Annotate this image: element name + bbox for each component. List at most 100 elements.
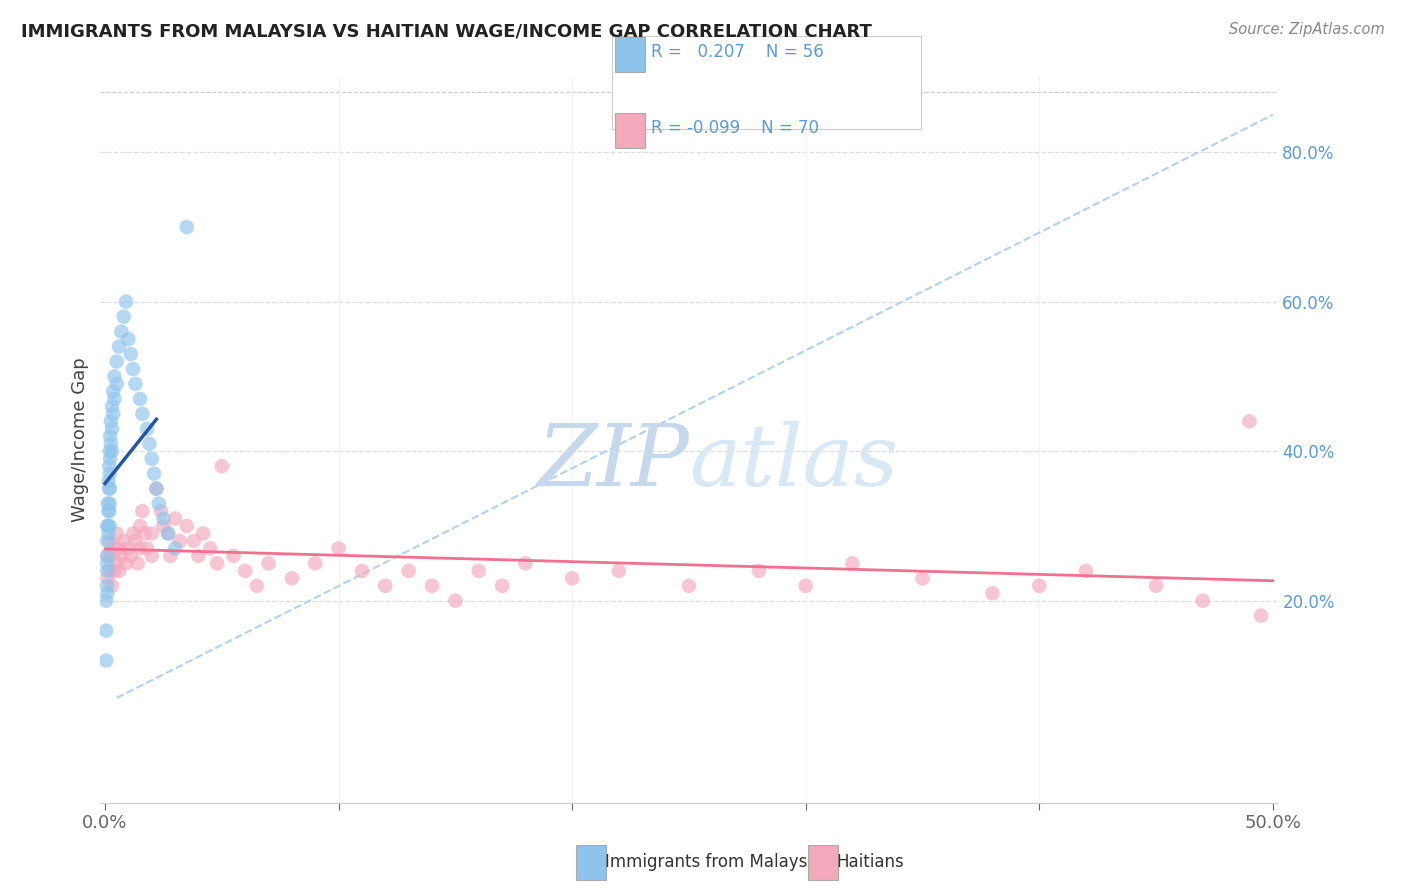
Point	[98, 467, 121, 481]
Text: R =   0.207    N = 56: R = 0.207 N = 56	[651, 43, 824, 61]
Point	[1191, 593, 1213, 607]
Text: R = -0.099    N = 70: R = -0.099 N = 70	[651, 119, 818, 136]
Point	[136, 541, 159, 556]
Text: Source: ZipAtlas.com: Source: ZipAtlas.com	[1229, 22, 1385, 37]
Point	[398, 564, 420, 578]
Point	[98, 564, 121, 578]
Point	[96, 586, 118, 600]
Point	[1144, 579, 1167, 593]
Point	[101, 444, 124, 458]
Point	[96, 593, 118, 607]
Point	[103, 407, 125, 421]
Point	[198, 541, 221, 556]
Point	[124, 376, 146, 391]
Point	[97, 526, 120, 541]
Text: IMMIGRANTS FROM MALAYSIA VS HAITIAN WAGE/INCOME GAP CORRELATION CHART: IMMIGRANTS FROM MALAYSIA VS HAITIAN WAGE…	[21, 22, 872, 40]
Point	[222, 549, 245, 563]
Point	[145, 482, 167, 496]
Point	[131, 407, 153, 421]
Point	[748, 564, 770, 578]
Point	[96, 564, 118, 578]
Point	[101, 400, 124, 414]
Point	[304, 557, 326, 571]
Point	[96, 549, 118, 563]
Point	[841, 557, 863, 571]
Point	[165, 541, 187, 556]
Point	[96, 549, 118, 563]
Point	[105, 557, 128, 571]
Point	[98, 497, 121, 511]
Point	[96, 624, 118, 638]
Point	[96, 557, 118, 571]
Point	[420, 579, 443, 593]
Point	[115, 294, 138, 309]
Point	[183, 533, 205, 548]
Point	[444, 593, 467, 607]
Text: atlas: atlas	[689, 420, 898, 503]
Text: Immigrants from Malaysia: Immigrants from Malaysia	[605, 853, 821, 871]
Point	[157, 526, 180, 541]
Point	[187, 549, 209, 563]
Point	[117, 541, 139, 556]
Point	[101, 422, 124, 436]
Point	[117, 332, 139, 346]
Point	[98, 451, 121, 466]
Point	[97, 519, 120, 533]
Point	[97, 504, 120, 518]
Point	[148, 497, 170, 511]
Point	[105, 354, 128, 368]
Point	[112, 310, 135, 324]
Point	[97, 474, 120, 488]
Point	[678, 579, 700, 593]
Point	[165, 511, 187, 525]
Point	[108, 340, 131, 354]
Point	[794, 579, 817, 593]
Point	[96, 533, 118, 548]
Point	[120, 549, 142, 563]
Point	[98, 482, 121, 496]
Point	[211, 459, 233, 474]
Point	[97, 497, 120, 511]
Point	[1250, 608, 1272, 623]
Point	[350, 564, 373, 578]
Point	[515, 557, 537, 571]
Point	[122, 526, 145, 541]
Point	[105, 526, 128, 541]
Point	[257, 557, 280, 571]
Point	[145, 482, 167, 496]
Point	[127, 557, 149, 571]
Point	[98, 429, 121, 443]
Point	[138, 436, 160, 450]
Point	[152, 511, 174, 525]
Point	[98, 459, 121, 474]
Point	[911, 571, 934, 585]
Point	[98, 444, 121, 458]
Point	[176, 219, 198, 234]
Point	[103, 369, 125, 384]
Point	[103, 564, 125, 578]
Point	[134, 526, 156, 541]
Point	[112, 533, 135, 548]
Point	[103, 392, 125, 406]
Point	[152, 519, 174, 533]
Point	[103, 384, 125, 399]
Point	[98, 482, 121, 496]
Point	[607, 564, 630, 578]
Point	[108, 541, 131, 556]
Y-axis label: Wage/Income Gap: Wage/Income Gap	[72, 358, 89, 523]
Point	[96, 519, 118, 533]
Point	[205, 557, 228, 571]
Point	[96, 579, 118, 593]
Point	[246, 579, 269, 593]
Point	[141, 549, 163, 563]
Point	[110, 325, 132, 339]
Point	[491, 579, 513, 593]
Point	[1239, 414, 1261, 428]
Point	[101, 579, 124, 593]
Point	[101, 549, 124, 563]
Point	[467, 564, 489, 578]
Point	[233, 564, 256, 578]
Point	[100, 414, 122, 428]
Text: ZIP: ZIP	[537, 420, 689, 503]
Point	[157, 526, 180, 541]
